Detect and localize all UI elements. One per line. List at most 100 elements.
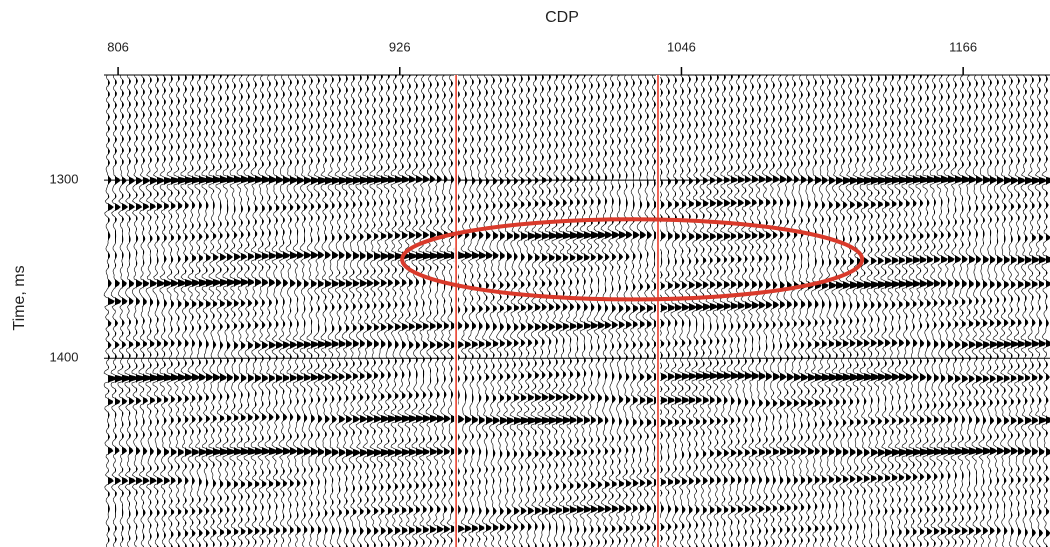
trace-line: [887, 74, 902, 547]
trace-line: [292, 74, 306, 547]
trace-line: [838, 74, 853, 547]
trace-line: [425, 74, 439, 547]
trace-fill: [297, 75, 305, 547]
trace-line: [691, 74, 705, 547]
trace-line: [523, 74, 538, 547]
trace-line: [866, 74, 881, 547]
trace-fill: [780, 75, 787, 547]
trace-line: [733, 74, 746, 547]
trace-fill: [878, 75, 887, 547]
trace-fill: [626, 75, 632, 547]
trace-line: [831, 74, 846, 547]
trace-line: [187, 74, 202, 547]
trace-line: [628, 74, 640, 547]
trace-line: [208, 75, 223, 547]
trace-line: [418, 74, 433, 547]
trace-fill: [542, 75, 551, 547]
trace-line: [803, 74, 817, 547]
trace-fill: [374, 75, 383, 547]
trace-fill: [563, 75, 572, 547]
trace-line: [474, 74, 487, 547]
trace-line: [621, 74, 633, 547]
trace-line: [166, 74, 181, 547]
trace-line: [516, 74, 531, 547]
trace-fill: [234, 75, 243, 547]
trace-line: [285, 74, 299, 547]
trace-line: [726, 74, 739, 547]
trace-fill: [843, 75, 852, 547]
trace-fill: [241, 75, 250, 547]
trace-fill: [556, 75, 564, 547]
trace-fill: [766, 75, 773, 547]
seismic-traces: [103, 74, 1050, 547]
trace-fill: [1039, 75, 1047, 547]
trace-fill: [1025, 75, 1034, 547]
trace-fill: [423, 75, 432, 547]
trace-line: [782, 74, 795, 547]
trace-line: [971, 74, 986, 547]
trace-fill: [304, 75, 312, 547]
trace-line: [320, 74, 335, 547]
trace-line: [796, 74, 809, 547]
trace-fill: [332, 75, 341, 547]
trace-line: [201, 74, 216, 547]
trace-line: [103, 74, 118, 547]
trace-line: [537, 74, 552, 547]
trace-line: [957, 74, 972, 547]
trace-line: [684, 74, 698, 547]
trace-line: [586, 74, 601, 547]
trace-line: [460, 74, 473, 547]
trace-line: [306, 74, 320, 547]
trace-line: [271, 74, 285, 547]
trace-fill: [689, 75, 697, 547]
trace-line: [467, 74, 480, 547]
trace-fill: [283, 75, 292, 547]
trace-line: [663, 74, 676, 547]
trace-line: [173, 74, 188, 547]
trace-fill: [773, 75, 780, 547]
trace-line: [180, 74, 195, 547]
trace-line: [1034, 74, 1047, 547]
trace-fill: [318, 75, 327, 547]
trace-line: [383, 75, 398, 547]
trace-fill: [941, 75, 950, 547]
trace-fill: [808, 75, 816, 547]
trace-line: [572, 74, 587, 547]
trace-fill: [444, 75, 453, 547]
trace-line: [845, 74, 860, 547]
trace-line: [964, 74, 979, 547]
trace-line: [810, 74, 825, 547]
trace-fill: [864, 75, 873, 547]
overlay: 806 926 1046 1166 1300 1400: [50, 39, 1050, 547]
trace-fill: [136, 75, 145, 547]
trace-line: [1013, 74, 1026, 547]
trace-fill: [262, 75, 271, 547]
y-tick-label: 1400: [50, 350, 79, 365]
trace-line: [880, 74, 895, 547]
trace-line: [376, 74, 391, 547]
trace-fill: [976, 75, 985, 547]
trace-fill: [311, 75, 320, 547]
trace-fill: [1018, 75, 1026, 547]
trace-line: [761, 74, 773, 547]
x-axis-title: CDP: [545, 9, 579, 26]
trace-line: [446, 74, 461, 547]
trace-line: [145, 74, 160, 547]
trace-line: [999, 75, 1013, 547]
trace-fill: [1011, 75, 1018, 547]
trace-line: [922, 74, 937, 547]
trace-fill: [416, 75, 425, 547]
trace-fill: [339, 75, 348, 547]
trace-line: [635, 74, 647, 547]
trace-line: [495, 74, 508, 547]
trace-line: [936, 74, 951, 547]
trace-fill: [248, 75, 257, 547]
trace-fill: [367, 75, 376, 547]
trace-line: [894, 74, 909, 547]
trace-line: [362, 74, 377, 547]
trace-line: [397, 74, 412, 547]
trace-line: [341, 74, 356, 547]
trace-line: [754, 74, 766, 547]
trace-fill: [192, 75, 201, 547]
x-tick-label: 1166: [949, 39, 977, 54]
